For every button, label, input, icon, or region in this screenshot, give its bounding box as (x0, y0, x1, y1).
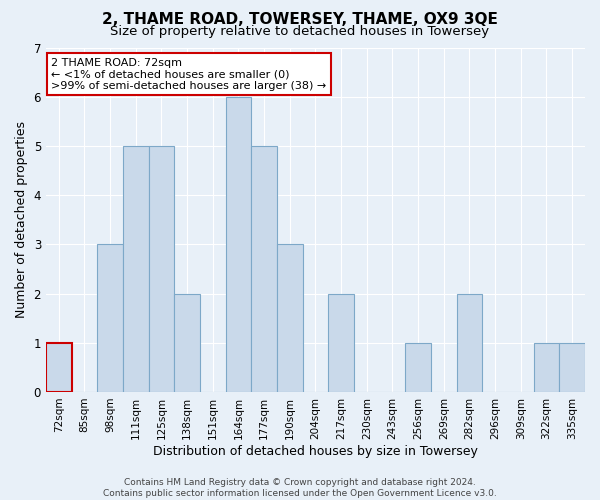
Bar (149, 146, 174, 392)
Bar (97, 244, 123, 392)
Bar (406, 343, 431, 392)
Text: Contains HM Land Registry data © Crown copyright and database right 2024.
Contai: Contains HM Land Registry data © Crown c… (103, 478, 497, 498)
Y-axis label: Number of detached properties: Number of detached properties (15, 121, 28, 318)
Bar (226, 96, 251, 392)
X-axis label: Distribution of detached houses by size in Towersey: Distribution of detached houses by size … (153, 444, 478, 458)
Text: Size of property relative to detached houses in Towersey: Size of property relative to detached ho… (110, 25, 490, 38)
Bar (559, 343, 585, 392)
Bar (174, 294, 200, 392)
Bar (277, 244, 302, 392)
Text: 2 THAME ROAD: 72sqm
← <1% of detached houses are smaller (0)
>99% of semi-detach: 2 THAME ROAD: 72sqm ← <1% of detached ho… (52, 58, 326, 91)
Bar (251, 146, 277, 392)
Text: 2, THAME ROAD, TOWERSEY, THAME, OX9 3QE: 2, THAME ROAD, TOWERSEY, THAME, OX9 3QE (102, 12, 498, 28)
Bar (457, 294, 482, 392)
Bar (46, 343, 71, 392)
Bar (533, 343, 559, 392)
Bar (123, 146, 149, 392)
Bar (328, 294, 354, 392)
